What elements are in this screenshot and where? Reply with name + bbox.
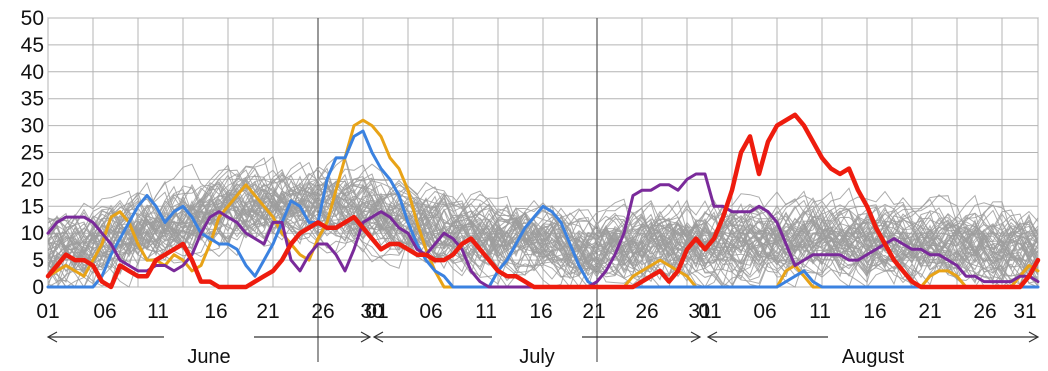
x-tick-label: 30 [360, 300, 383, 323]
arrowhead-left [706, 331, 718, 343]
arrowhead-left [372, 331, 384, 343]
x-tick-label: 26 [635, 300, 658, 323]
x-tick-label: 31 [688, 300, 711, 323]
x-tick-label: 21 [256, 300, 279, 323]
highlighted-series [45, 112, 1041, 290]
background-series-line [47, 173, 1039, 279]
background-series-line [47, 163, 1039, 289]
series-line-3 [45, 112, 1041, 290]
x-tick-label: 06 [93, 300, 116, 323]
x-tick-label: 01 [36, 300, 59, 323]
y-tick-label: 40 [21, 61, 44, 84]
x-tick-label: 01 [365, 300, 388, 323]
arrowhead-right [1028, 331, 1040, 343]
x-tick-label: 26 [973, 300, 996, 323]
background-series-line [47, 181, 1039, 282]
x-tick-label: 21 [582, 300, 605, 323]
x-tick-label: 06 [753, 300, 776, 323]
month-label: August [842, 346, 905, 368]
x-tick-label: 16 [204, 300, 227, 323]
arrowhead-right [360, 331, 372, 343]
arrowhead-left [46, 331, 58, 343]
y-tick-label: 10 [21, 222, 44, 245]
x-tick-label: 01 [698, 300, 721, 323]
month-label: June [187, 346, 230, 368]
x-tick-label: 11 [147, 300, 169, 323]
y-tick-label: 30 [21, 115, 44, 138]
background-series-line [47, 163, 1039, 288]
y-axis-tick-labels: 0 5 10 15 20 25 30 35 40 45 50 [21, 7, 44, 299]
x-tick-label: 16 [863, 300, 886, 323]
y-tick-label: 0 [32, 276, 44, 299]
x-tick-label: 11 [475, 300, 497, 323]
background-series-line [47, 187, 1039, 288]
y-tick-label: 20 [21, 168, 44, 191]
x-tick-label: 16 [529, 300, 552, 323]
y-tick-label: 25 [21, 142, 44, 165]
y-tick-label: 5 [32, 249, 44, 272]
background-series-line [47, 193, 1039, 288]
x-tick-label: 11 [809, 300, 831, 323]
y-tick-label: 50 [21, 7, 44, 30]
y-tick-label: 45 [21, 34, 44, 57]
x-tick-label: 06 [419, 300, 442, 323]
arrowhead-right [690, 331, 702, 343]
month-label: July [519, 346, 555, 368]
x-tick-label: 26 [311, 300, 334, 323]
series-line-1 [46, 129, 1040, 289]
y-tick-label: 35 [21, 88, 44, 111]
background-series-line [47, 161, 1039, 273]
y-tick-label: 15 [21, 195, 44, 218]
x-tick-label: 31 [1013, 300, 1036, 323]
month-labels: June July August [46, 331, 1040, 368]
x-tick-label: 21 [918, 300, 941, 323]
